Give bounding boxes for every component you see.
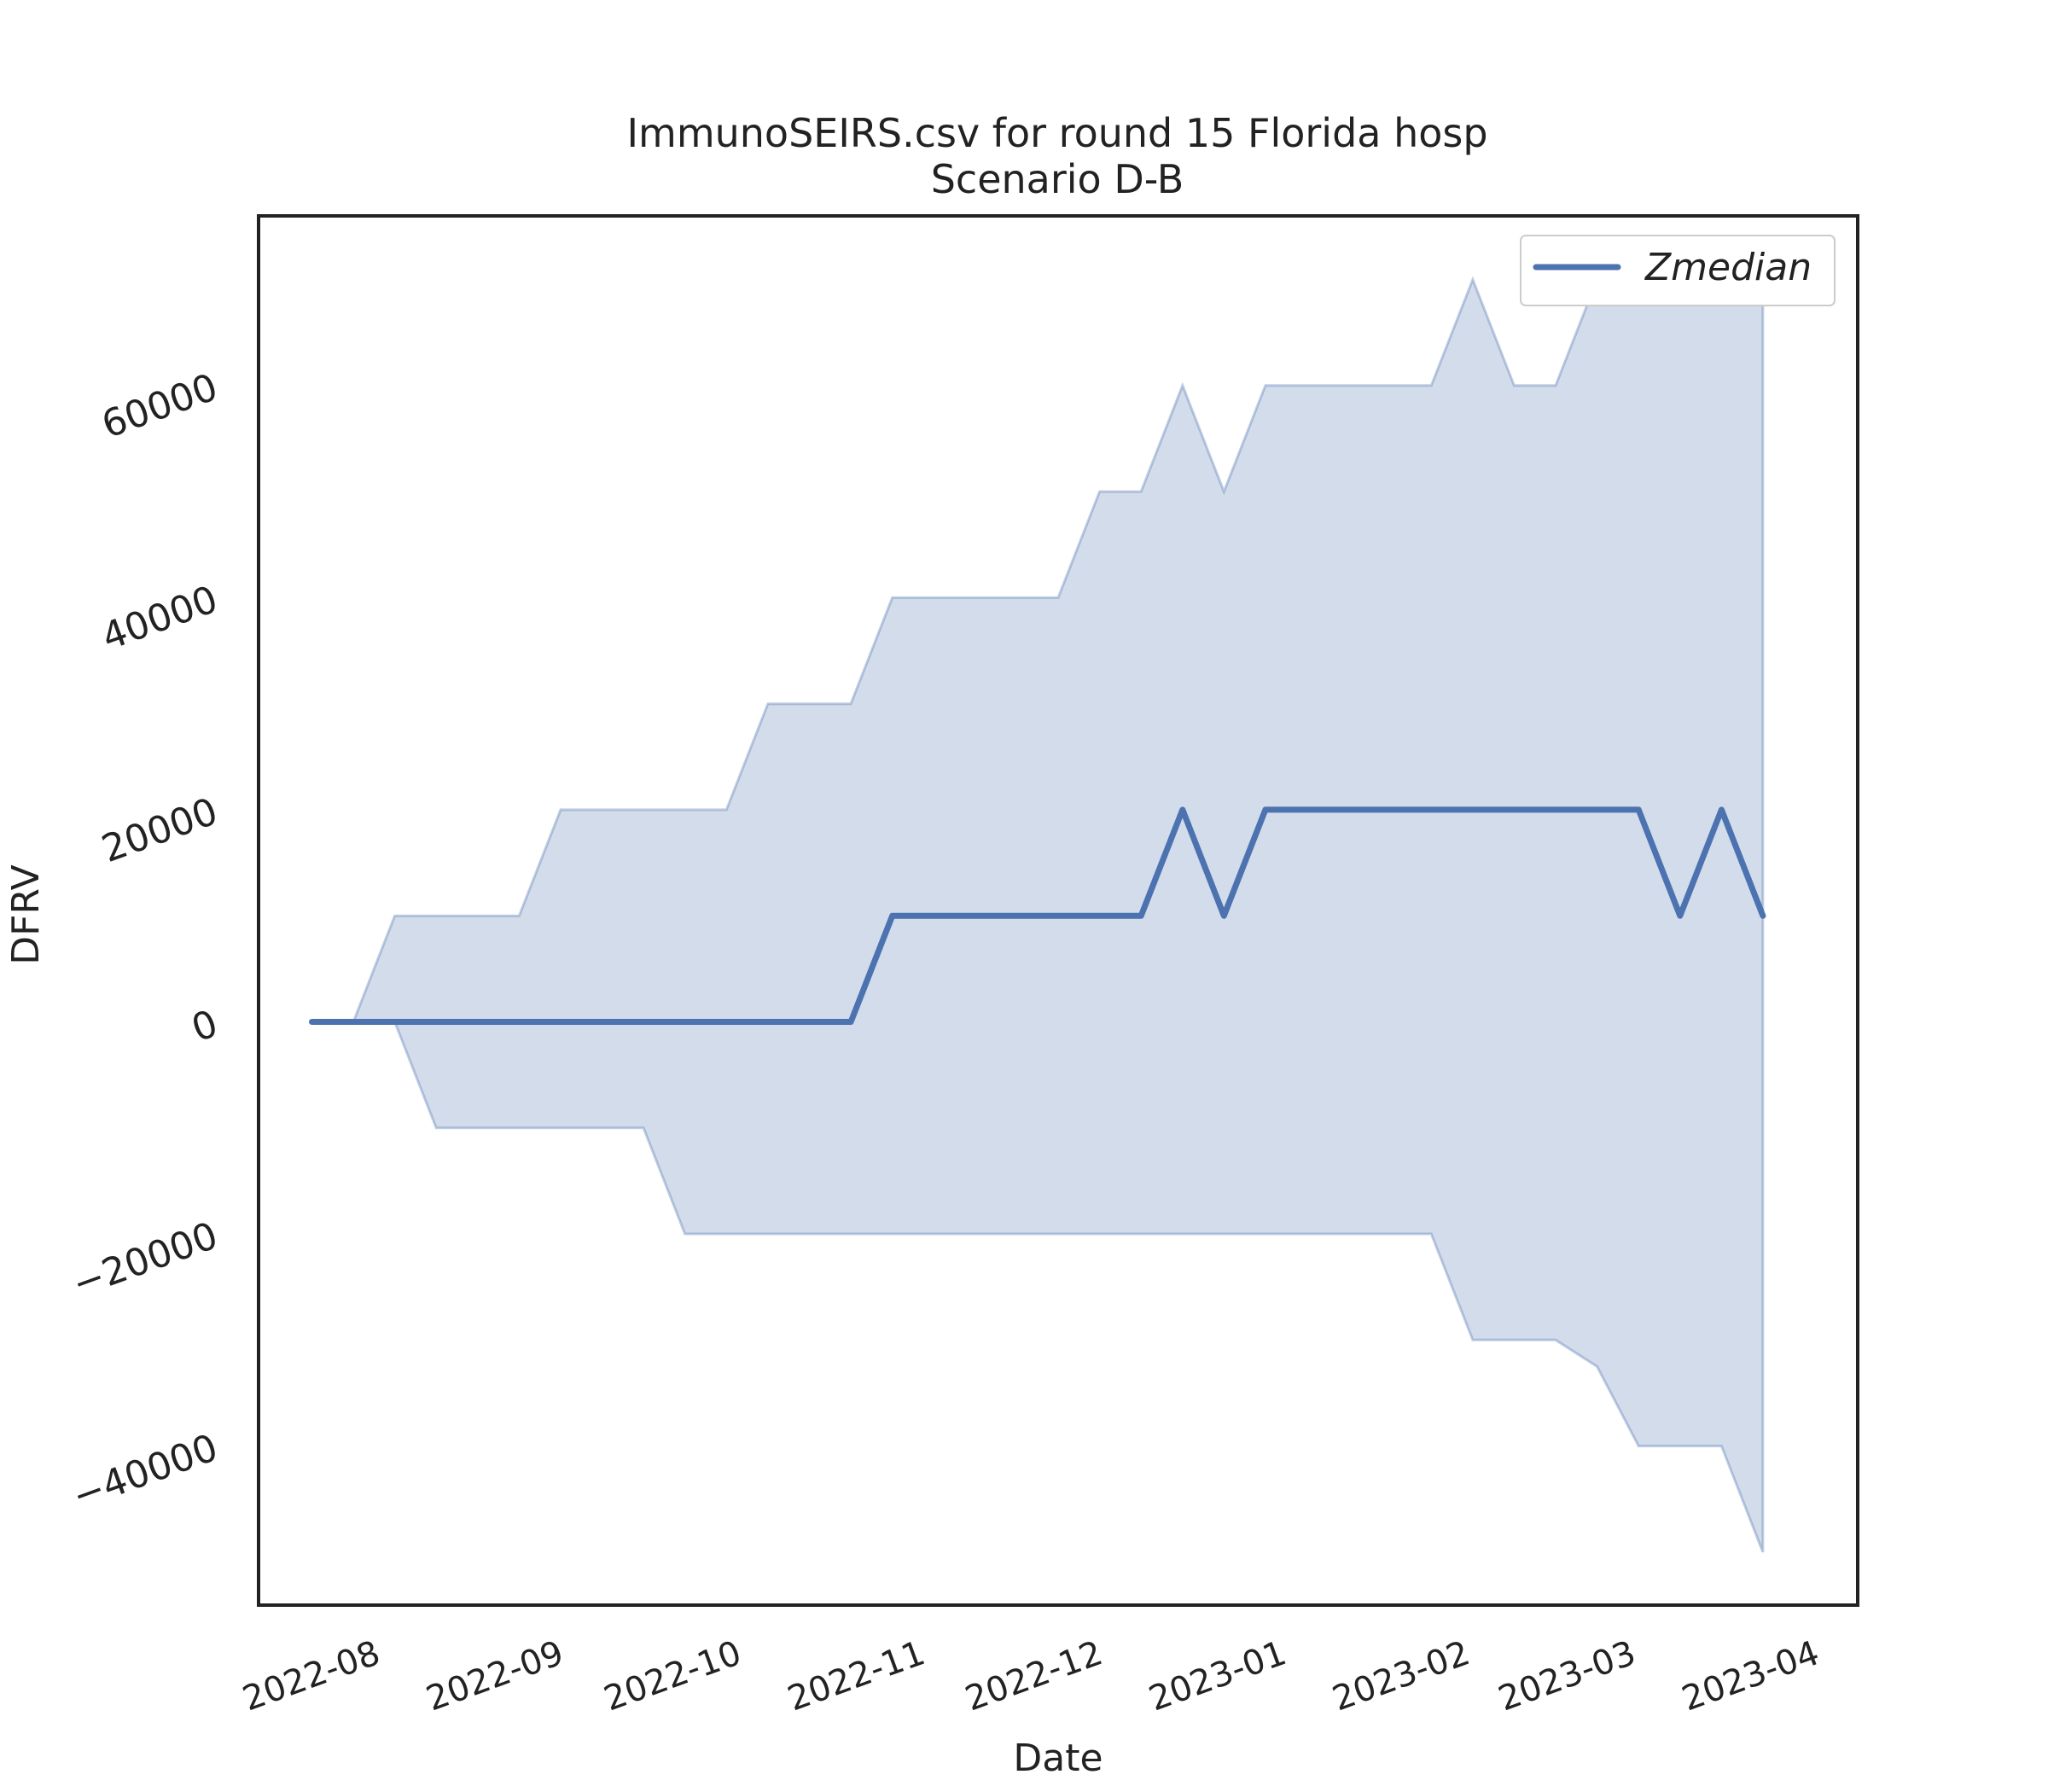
y-axis-label: DFRV <box>4 864 48 964</box>
x-axis-ticks: 2022-08 2022-09 2022-10 2022-11 2022-12 2023-… <box>238 1633 1824 1719</box>
y-tick-label: −20000 <box>67 1213 224 1306</box>
x-tick-label: 2023-01 <box>1144 1633 1292 1719</box>
y-tick-label: 20000 <box>96 789 224 871</box>
y-tick-label: 0 <box>186 1002 224 1051</box>
x-tick-label: 2022-10 <box>599 1633 747 1719</box>
x-tick-label: 2022-12 <box>960 1633 1108 1719</box>
x-tick-label: 2022-09 <box>422 1633 569 1719</box>
x-tick-label: 2022-08 <box>238 1633 386 1719</box>
x-tick-label: 2022-11 <box>783 1633 930 1719</box>
x-tick-label: 2023-02 <box>1328 1633 1475 1719</box>
series-line-zmedian <box>309 806 1766 1025</box>
x-axis-label: Date <box>1013 1737 1103 1780</box>
median-line <box>309 806 1766 1025</box>
x-tick-label: 2023-04 <box>1677 1633 1824 1719</box>
x-tick-label: 2023-03 <box>1493 1633 1641 1719</box>
legend-label-zmedian: Zmedian <box>1644 246 1812 289</box>
legend-box <box>1520 235 1836 306</box>
y-tick-label: −40000 <box>67 1426 224 1518</box>
chart-title: ImmunoSEIRS.csv for round 15 Florida hos… <box>626 110 1487 156</box>
chart-subtitle: Scenario D-B <box>931 156 1184 202</box>
legend: Zmedian <box>1520 235 1836 306</box>
y-tick-label: 60000 <box>96 365 224 447</box>
y-axis-ticks: −40000 −20000 0 20000 40000 60000 <box>67 365 224 1518</box>
plot-frame <box>257 214 1859 1607</box>
y-tick-label: 40000 <box>96 578 224 660</box>
